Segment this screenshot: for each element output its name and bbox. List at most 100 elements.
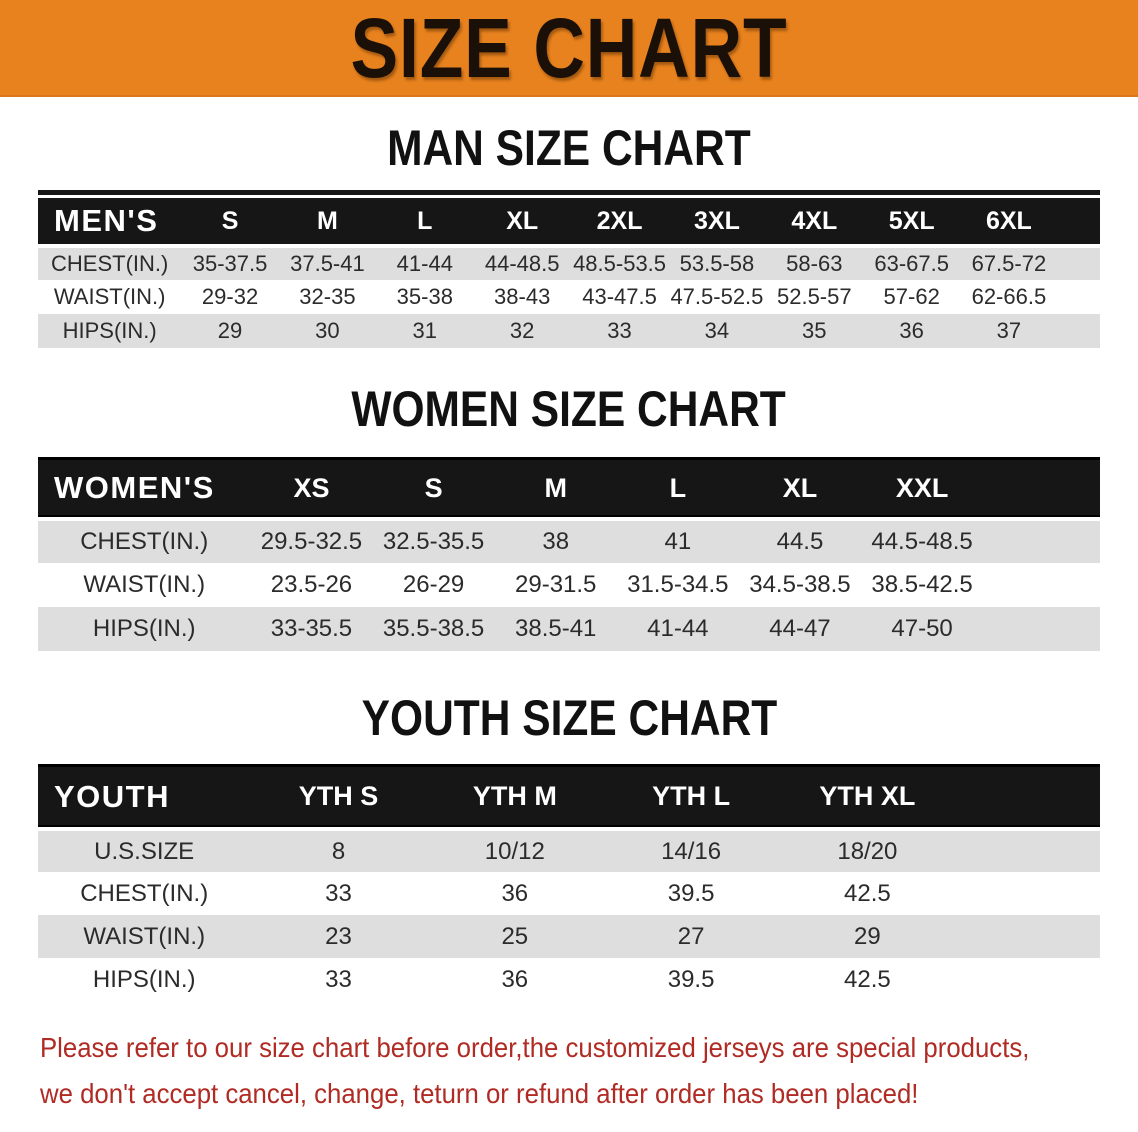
spacer-cell (955, 763, 1100, 831)
size-value-cell: 30 (315, 318, 340, 343)
size-value-cell: 36 (501, 965, 529, 993)
size-value-cell: 35-37.5 (192, 251, 268, 276)
column-header: S (372, 457, 495, 521)
size-value-cell: 48.5-53.5 (573, 251, 667, 276)
size-value-cell: 10/12 (484, 837, 545, 865)
spacer-cell (983, 519, 1100, 563)
column-header: XXL (861, 457, 984, 521)
table-row: WAIST(IN.) 23 25 27 29 (38, 915, 1100, 958)
size-value-cell: 35 (802, 318, 827, 343)
size-value-cell: 38.5-41 (515, 614, 597, 642)
size-value-cell: 34.5-38.5 (749, 570, 851, 598)
size-value-cell: 31.5-34.5 (627, 570, 729, 598)
table-header-row: MEN'S S M L XL 2XL 3XL 4XL 5XL 6XL (38, 198, 1100, 248)
row-label: HIPS(IN.) (92, 965, 196, 993)
row-label: U.S.SIZE (94, 837, 195, 865)
size-value-cell: 67.5-72 (971, 251, 1047, 276)
spacer-cell (956, 872, 1100, 915)
footer-notice: Please refer to our size chart before or… (40, 1025, 1098, 1117)
spacer-cell (956, 829, 1100, 872)
size-value-cell: 44-48.5 (484, 251, 560, 276)
column-header: YTH S (250, 763, 427, 831)
size-value-cell: 33 (325, 879, 352, 907)
size-value-cell: 41-44 (647, 614, 709, 642)
row-label: HIPS(IN.) (92, 614, 196, 642)
size-chart-banner: SIZE CHART (0, 0, 1138, 97)
size-value-cell: 29-32 (201, 284, 259, 309)
size-value-cell: 8 (331, 837, 346, 865)
size-value-cell: 32.5-35.5 (382, 527, 485, 555)
size-value-cell: 44.5-48.5 (871, 527, 973, 555)
column-header: YTH L (602, 763, 780, 831)
size-value-cell: 31 (412, 318, 438, 343)
size-value-cell: 53.5-58 (679, 251, 755, 276)
table-row: U.S.SIZE 8 10/12 14/16 18/20 (38, 829, 1100, 872)
size-value-cell: 26-29 (402, 570, 465, 598)
table-title-cell: MEN'S (38, 198, 182, 248)
size-value-cell: 29-31.5 (515, 570, 597, 598)
size-value-cell: 38-43 (494, 284, 551, 309)
women-size-section: WOMEN SIZE CHART WOMEN'S XS S M L XL XXL CHEST(I… (0, 382, 1138, 651)
women-section-heading: WOMEN SIZE CHART (38, 382, 1100, 437)
size-value-cell: 36 (899, 318, 924, 343)
size-value-cell: 29 (217, 318, 243, 343)
size-value-cell: 41-44 (396, 251, 453, 276)
size-value-cell: 43-47.5 (582, 284, 657, 309)
size-value-cell: 39.5 (667, 879, 715, 907)
size-value-cell: 58-63 (786, 251, 843, 276)
row-label: WAIST(IN.) (83, 570, 206, 598)
size-value-cell: 33-35.5 (270, 614, 353, 642)
section-heading-text: WOMEN SIZE CHART (351, 381, 787, 437)
size-value-cell: 63-67.5 (874, 251, 949, 276)
section-heading-text: YOUTH SIZE CHART (361, 689, 777, 746)
table-row: WAIST(IN.) 23.5-26 26-29 29-31.5 31.5-34.5 34… (38, 562, 1100, 607)
column-header: XL (473, 198, 571, 248)
table-row: WAIST(IN.) 29-32 32-35 35-38 38-43 43-47.5 47.… (38, 280, 1100, 314)
column-header: S (181, 198, 279, 248)
size-value-cell: 33 (325, 965, 352, 993)
size-value-cell: 47-50 (891, 614, 953, 642)
table-top-rule (38, 190, 1100, 195)
column-header: M (278, 198, 377, 248)
size-value-cell: 32-35 (299, 284, 356, 309)
youth-section-heading: YOUTH SIZE CHART (38, 689, 1100, 746)
size-value-cell: 39.5 (667, 965, 715, 993)
size-value-cell: 29 (854, 922, 881, 950)
size-value-cell: 29.5-32.5 (260, 527, 363, 555)
table-title-cell: YOUTH (38, 763, 251, 831)
size-chart-sections: MAN SIZE CHART MEN'S S M L XL 2XL 3XL 4XL 5XL 6XL C… (0, 121, 1138, 1001)
women-size-table: WOMEN'S XS S M L XL XXL CHEST(IN.) 29.5-32.5 32.5… (38, 457, 1100, 651)
column-header: XS (250, 457, 373, 521)
men-section-heading: MAN SIZE CHART (38, 121, 1100, 176)
spacer-cell (956, 958, 1100, 1001)
size-value-cell: 36 (501, 879, 529, 907)
column-header: L (376, 198, 474, 248)
table-header-row: WOMEN'S XS S M L XL XXL (38, 457, 1100, 521)
notice-line-1: Please refer to our size chart before or… (40, 1032, 1030, 1063)
size-value-cell: 57-62 (883, 284, 940, 309)
size-value-cell: 23.5-26 (270, 570, 353, 598)
size-value-cell: 44.5 (776, 527, 824, 555)
youth-size-section: YOUTH SIZE CHART YOUTH YTH S YTH M YTH L YTH … (0, 689, 1138, 1001)
column-header: XL (738, 457, 862, 521)
table-row: CHEST(IN.) 35-37.5 37.5-41 41-44 44-48.5 48.5… (38, 246, 1100, 280)
table-row: HIPS(IN.) 33-35.5 35.5-38.5 38.5-41 41-44 44-… (38, 606, 1100, 651)
men-size-section: MAN SIZE CHART MEN'S S M L XL 2XL 3XL 4XL 5XL 6XL C… (0, 121, 1138, 348)
column-header: 3XL (668, 198, 766, 248)
size-value-cell: 34 (704, 318, 730, 343)
table-row: HIPS(IN.) 29 30 31 32 33 34 35 36 37 (38, 314, 1100, 348)
column-header: M (494, 457, 617, 521)
column-header: 2XL (570, 198, 669, 248)
table-row: CHEST(IN.) 29.5-32.5 32.5-35.5 38 41 44.5 44.5… (38, 518, 1100, 563)
size-value-cell: 14/16 (661, 837, 722, 865)
column-header: L (616, 457, 739, 521)
men-size-table: MEN'S S M L XL 2XL 3XL 4XL 5XL 6XL CHEST(IN.) 35-37… (38, 198, 1100, 348)
column-header: 6XL (960, 198, 1058, 248)
spacer-cell (1057, 280, 1100, 314)
table-header-row: YOUTH YTH S YTH M YTH L YTH XL (38, 763, 1100, 831)
size-value-cell: 33 (607, 318, 632, 343)
page-title-text: SIZE CHART (350, 0, 788, 95)
size-value-cell: 41 (664, 527, 692, 555)
size-value-cell: 35-38 (396, 284, 453, 309)
size-value-cell: 47.5-52.5 (670, 284, 764, 309)
